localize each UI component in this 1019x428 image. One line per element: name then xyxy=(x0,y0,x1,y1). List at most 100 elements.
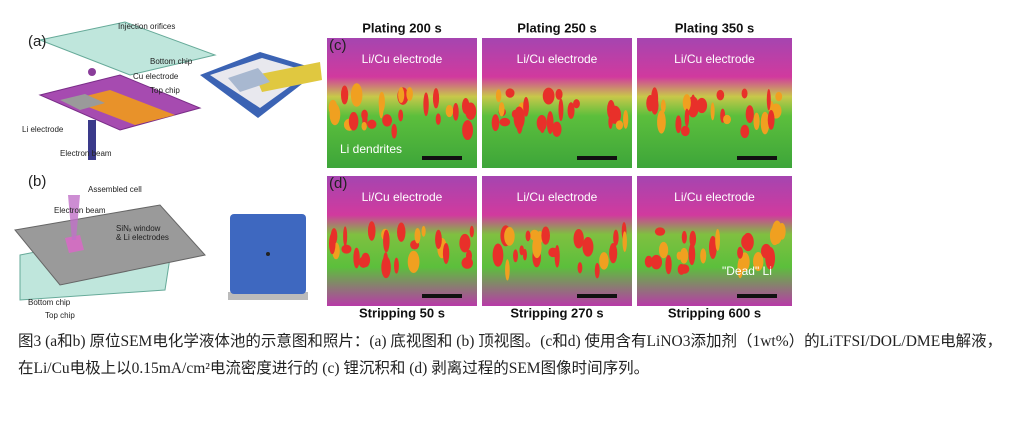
electrode-label: Li/Cu electrode xyxy=(362,190,443,204)
dendrite xyxy=(432,88,440,109)
callout: Bottom chip xyxy=(150,57,193,66)
callout: Li electrode xyxy=(22,125,64,134)
dendrite xyxy=(465,102,477,120)
callout: & Li electrodes xyxy=(116,233,169,242)
dendrite xyxy=(548,247,558,258)
annotation: "Dead" Li xyxy=(722,264,772,278)
sem-image xyxy=(482,38,632,168)
dendrite xyxy=(679,247,689,264)
dendrite xyxy=(573,229,584,249)
caption: 图3 (a和b) 原位SEM电化学液体池的示意图和照片：(a) 底视图和 (b)… xyxy=(18,333,1003,377)
dendrite xyxy=(350,83,363,107)
panel-label: (b) xyxy=(28,173,46,190)
dendrite xyxy=(442,242,450,264)
dendrite xyxy=(577,262,583,274)
image-title: Plating 200 s xyxy=(362,20,441,35)
dendrite xyxy=(505,259,510,281)
dendrite xyxy=(406,87,413,101)
dendrite xyxy=(675,115,682,134)
dendrite xyxy=(382,114,393,127)
image-title: Stripping 270 s xyxy=(510,305,603,320)
dendrite xyxy=(677,264,686,275)
dendrite xyxy=(582,237,594,257)
dendrite xyxy=(398,109,404,122)
dendrite xyxy=(654,227,666,236)
image-title: Plating 350 s xyxy=(675,20,754,35)
dendrite xyxy=(383,229,390,253)
panel-label: (c) xyxy=(329,37,347,54)
dendrite xyxy=(459,233,471,253)
dendrite xyxy=(708,235,717,259)
dendrite xyxy=(343,226,348,247)
dendrite xyxy=(567,102,575,119)
dendrite xyxy=(513,249,518,263)
dendrite xyxy=(498,102,505,117)
dendrite xyxy=(573,99,580,109)
dendrite xyxy=(594,262,600,279)
dendrite xyxy=(622,231,627,252)
dendrite xyxy=(739,252,750,272)
scale-bar xyxy=(577,156,617,160)
dendrite xyxy=(658,241,669,259)
dendrite xyxy=(715,228,721,251)
callout: Assembled cell xyxy=(88,185,142,194)
callout: Electron beam xyxy=(60,149,112,158)
callout: Electron beam xyxy=(54,206,106,215)
dendrite xyxy=(644,255,653,268)
dendrite xyxy=(767,109,775,130)
dendrite xyxy=(465,249,472,262)
dendrite xyxy=(539,119,546,133)
dendrite xyxy=(766,88,771,111)
dendrite xyxy=(696,97,708,114)
scale-bar xyxy=(422,294,462,298)
dendrite xyxy=(546,111,554,134)
callout: SiNₓ window xyxy=(116,224,161,233)
dendrite xyxy=(680,125,690,137)
dendrite xyxy=(552,121,562,137)
dendrite xyxy=(394,257,399,274)
electrode-label: Li/Cu electrode xyxy=(674,190,755,204)
dendrite xyxy=(615,120,624,130)
scale-bar xyxy=(577,294,617,298)
dendrite xyxy=(513,106,525,130)
dendrite xyxy=(665,254,672,275)
dendrite xyxy=(541,226,550,245)
dendrite xyxy=(445,104,454,118)
dendrite xyxy=(599,252,609,270)
dendrite xyxy=(741,88,748,99)
dendrite xyxy=(452,103,459,121)
callout: Cu electrode xyxy=(133,72,179,81)
dendrite xyxy=(361,252,371,268)
dendrite xyxy=(775,91,783,102)
dendrite xyxy=(328,233,336,255)
dendrite xyxy=(522,248,527,261)
dendrite xyxy=(676,251,682,260)
scale-bar xyxy=(422,156,462,160)
photo-b xyxy=(228,214,308,300)
dendrite xyxy=(525,230,531,242)
dendrite xyxy=(710,102,715,121)
dendrite xyxy=(623,109,629,129)
schematic-b xyxy=(14,195,206,301)
dendrite xyxy=(741,234,754,250)
figure: (a) Injection orifices Bottom chip Cu el… xyxy=(14,20,792,320)
dendrite xyxy=(423,92,429,117)
dendrite xyxy=(753,112,760,130)
dendrite xyxy=(492,243,504,267)
dendrite xyxy=(760,111,770,135)
dendrite xyxy=(716,89,725,101)
dendrite xyxy=(367,119,377,129)
dendrite xyxy=(462,120,474,141)
callout: Injection orifices xyxy=(118,22,175,31)
dendrite xyxy=(361,121,367,131)
dendrite xyxy=(688,243,696,266)
dendrite xyxy=(491,114,500,132)
image-title: Stripping 50 s xyxy=(359,305,445,320)
electrode-label: Li/Cu electrode xyxy=(517,190,598,204)
dendrite xyxy=(505,88,515,98)
dendrite xyxy=(383,252,389,273)
dendrite xyxy=(660,99,666,113)
image-title: Plating 250 s xyxy=(517,20,596,35)
dendrite xyxy=(650,254,663,270)
